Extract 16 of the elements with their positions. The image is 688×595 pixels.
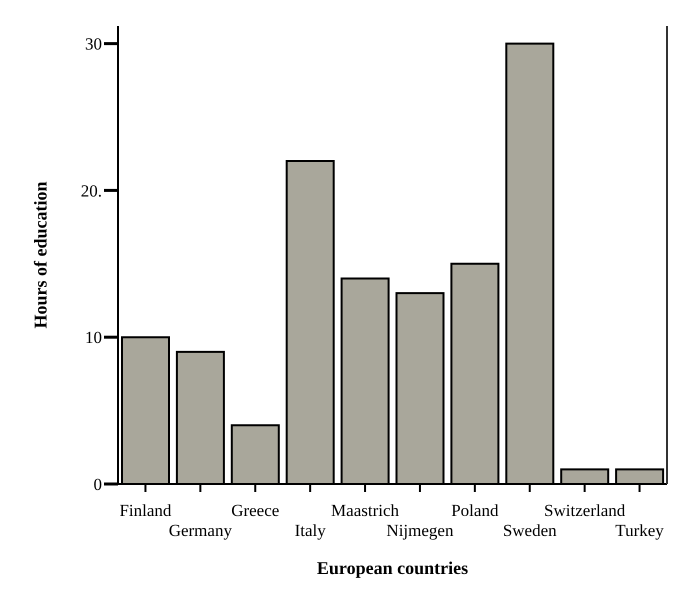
y-axis-title: Hours of education: [30, 181, 50, 329]
x-axis-title: European countries: [316, 558, 468, 578]
x-tick-label: Poland: [451, 501, 499, 520]
x-tick-label: Sweden: [502, 521, 558, 540]
x-tick-label: Maastrich: [331, 501, 400, 520]
y-tick-label: 0: [94, 475, 102, 494]
x-tick-label: Switzerland: [544, 501, 626, 520]
x-tick-label: Nijmegen: [386, 521, 454, 540]
y-tick-label: 20.: [80, 181, 102, 200]
x-tick-label: Turkey: [615, 521, 664, 540]
x-tick-label: Finland: [119, 501, 172, 520]
x-tick-label: Germany: [168, 521, 232, 540]
x-tick-label: Italy: [294, 521, 326, 540]
y-tick-label: 30: [85, 34, 102, 54]
y-tick-label: 10: [85, 328, 102, 348]
x-tick-label: Greece: [231, 501, 280, 520]
